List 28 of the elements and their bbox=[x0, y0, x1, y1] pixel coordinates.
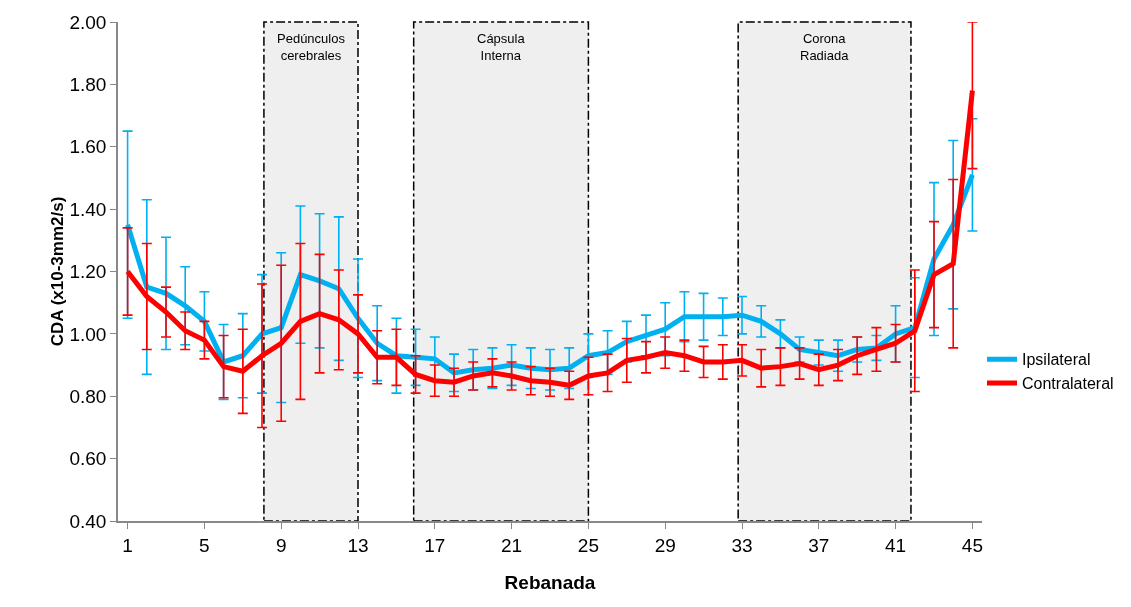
band-label: Corona Radiada bbox=[800, 31, 850, 63]
y-tick-label: 0.60 bbox=[69, 448, 107, 470]
y-tick-label: 2.00 bbox=[69, 11, 107, 33]
y-tick-label: 1.60 bbox=[69, 136, 107, 158]
y-tick-label: 1.80 bbox=[69, 74, 107, 96]
x-tick-label: 37 bbox=[808, 534, 830, 556]
y-tick-label: 0.40 bbox=[69, 510, 107, 532]
y-axis-title: CDA (x10-3mm2/s) bbox=[48, 196, 68, 347]
x-tick-label: 33 bbox=[731, 534, 753, 556]
x-tick-label: 45 bbox=[961, 534, 983, 556]
y-tick-label: 1.40 bbox=[69, 198, 107, 220]
x-tick-label: 13 bbox=[347, 534, 369, 556]
x-tick-label: 25 bbox=[577, 534, 599, 556]
legend-label: Ipsilateral bbox=[1022, 351, 1091, 369]
y-tick-label: 1.00 bbox=[69, 323, 107, 345]
x-tick-label: 21 bbox=[501, 534, 523, 556]
x-tick-label: 5 bbox=[199, 534, 210, 556]
band-label: Pedúnculos cerebrales bbox=[277, 31, 346, 63]
legend-label: Contralateral bbox=[1022, 375, 1114, 393]
x-tick-label: 9 bbox=[275, 534, 287, 556]
x-tick-label: 1 bbox=[122, 534, 133, 556]
x-tick-label: 17 bbox=[424, 534, 446, 556]
y-tick-label: 1.20 bbox=[69, 261, 107, 283]
x-axis-title: Rebanada bbox=[504, 571, 596, 593]
y-tick-label: 0.80 bbox=[69, 385, 107, 407]
band-label: Cápsula Interna bbox=[477, 31, 526, 63]
x-tick-label: 41 bbox=[885, 534, 907, 556]
x-tick-label: 29 bbox=[654, 534, 676, 556]
